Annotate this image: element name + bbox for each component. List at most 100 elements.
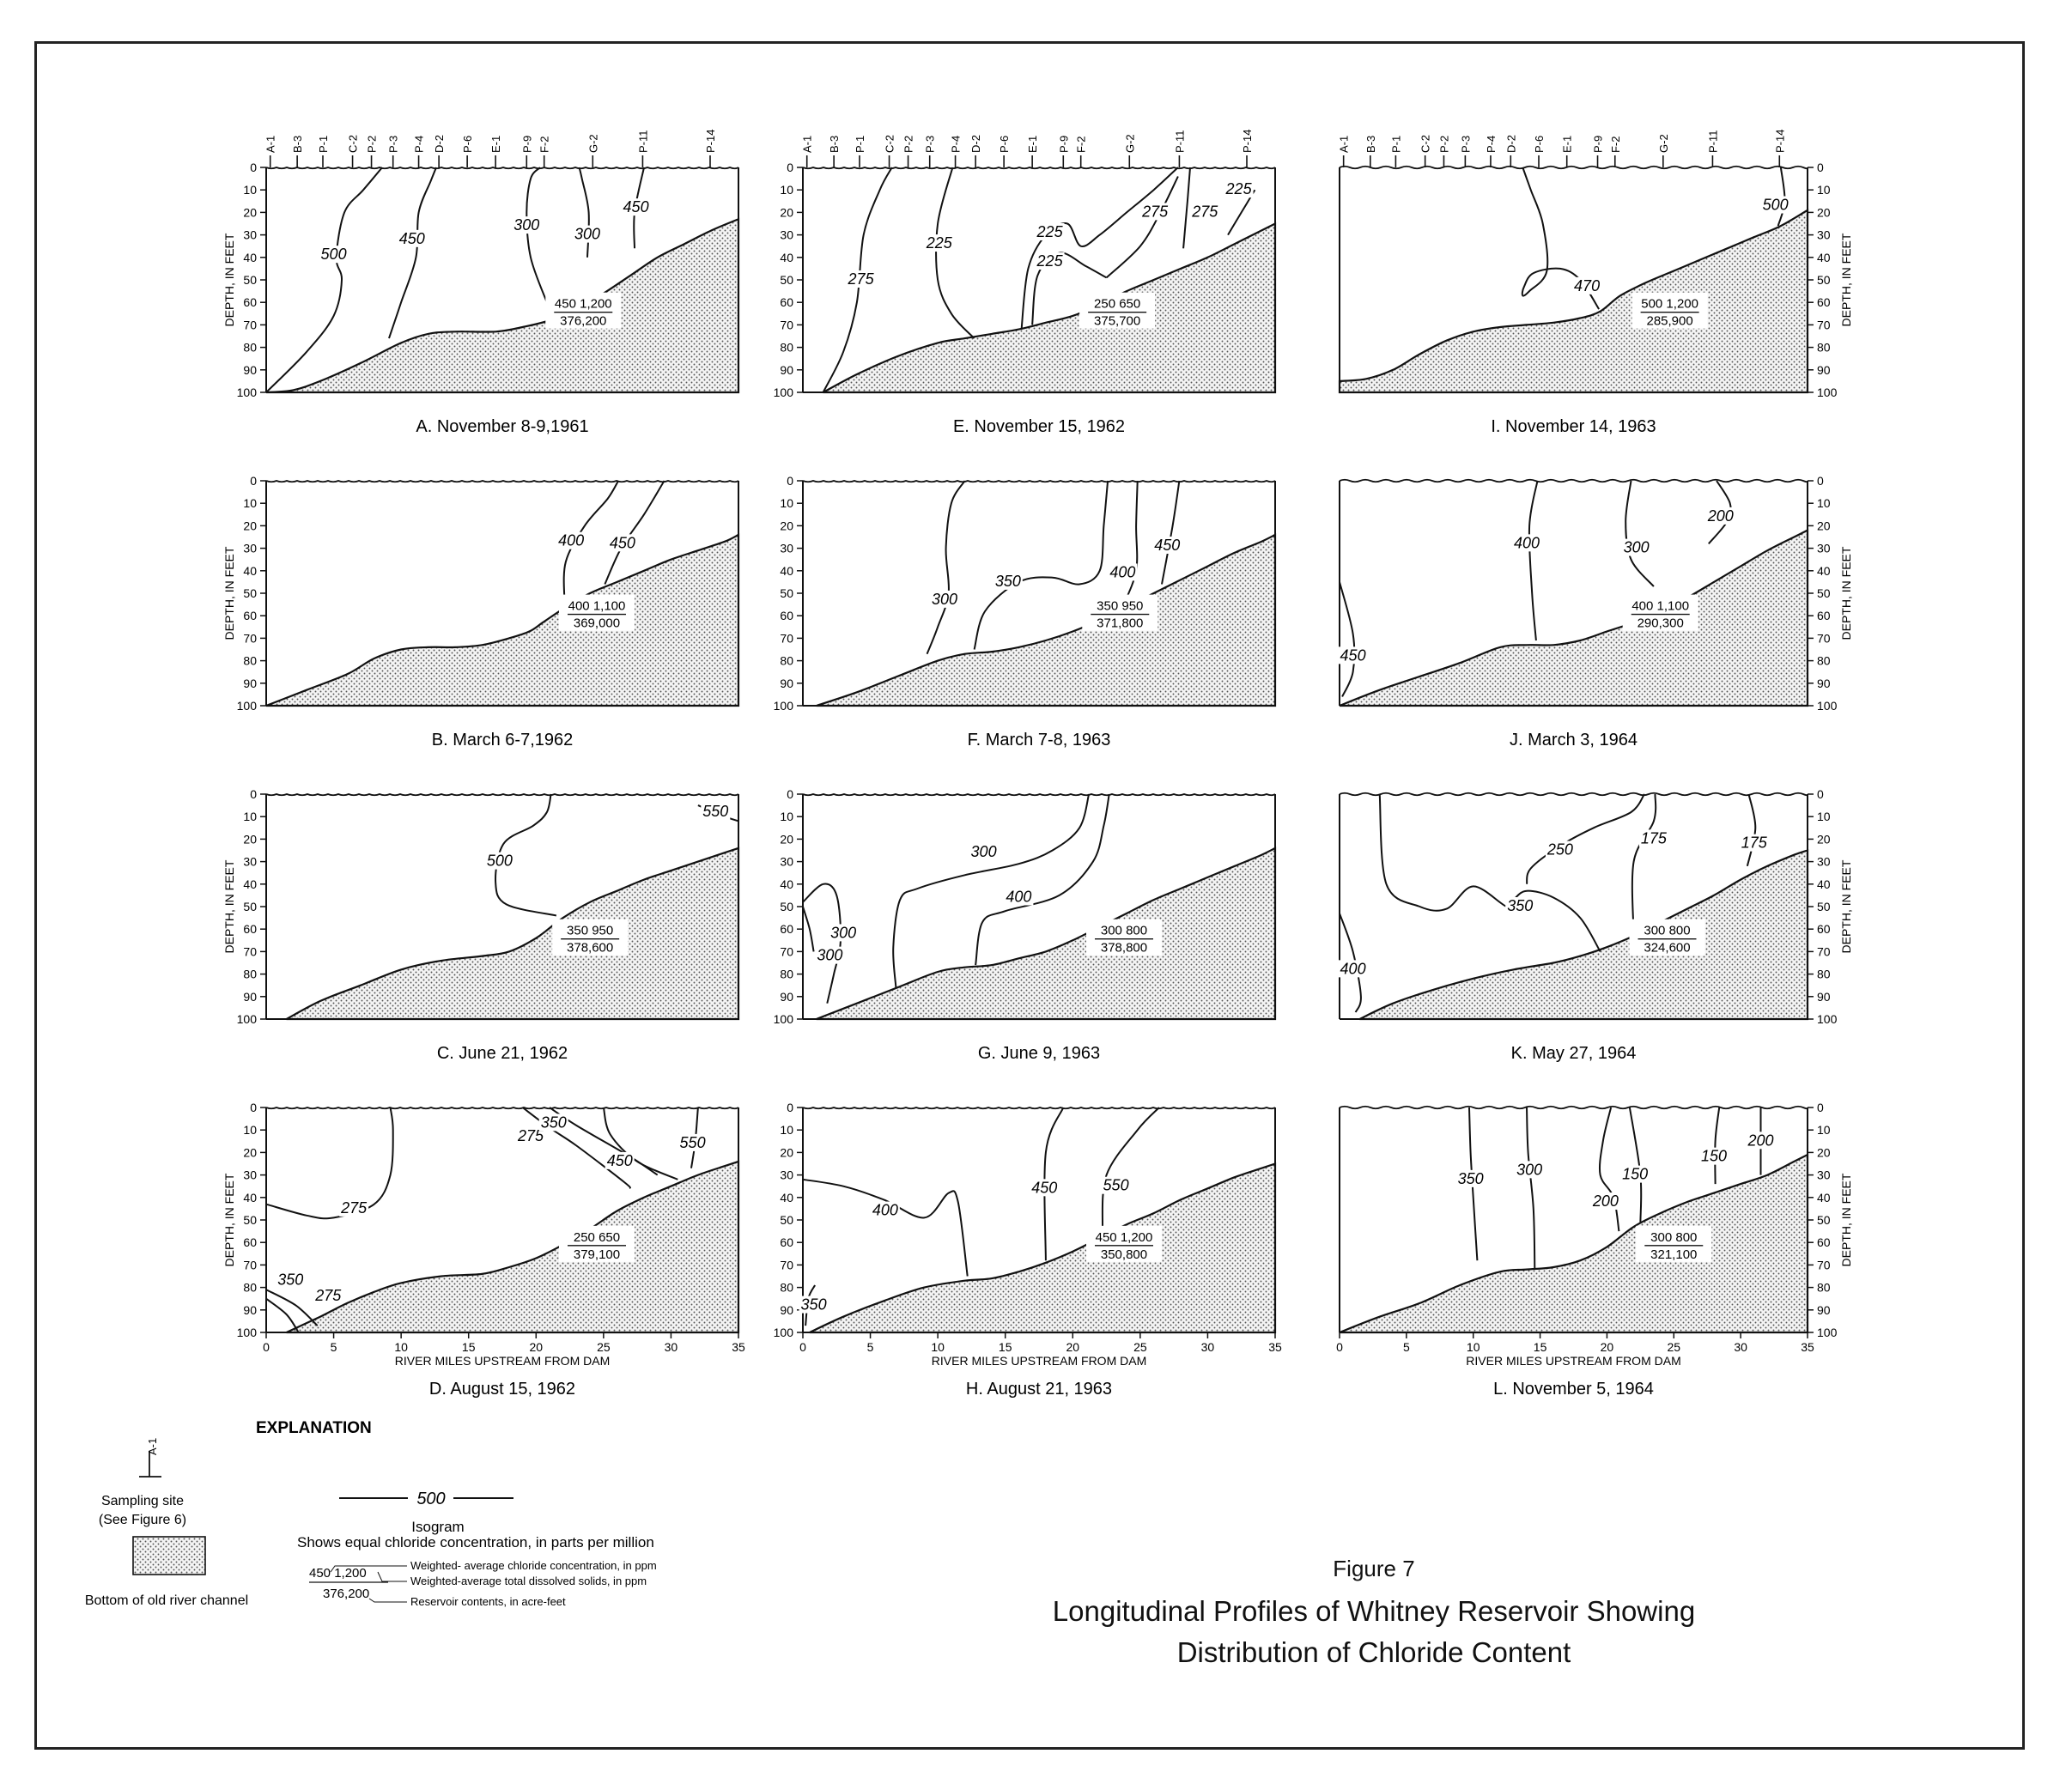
isogram-line <box>388 167 437 339</box>
y-tick-label: 10 <box>1817 183 1831 197</box>
y-tick-label: 60 <box>1817 295 1831 309</box>
x-axis-label: RIVER MILES UPSTREAM FROM DAM <box>1466 1354 1680 1368</box>
y-tick-label: 30 <box>1817 228 1831 242</box>
panel-k: 0 10 20 30 40 50 60 70 80 90 100 DEPTH, IN FEET 400 3… <box>1338 787 1853 1063</box>
isogram-label-mask <box>1140 203 1170 221</box>
isogram-label-mask <box>1705 507 1735 525</box>
isogram-label-mask <box>924 234 954 252</box>
isogram-label: 200 <box>1707 507 1734 525</box>
panel-caption: C. June 21, 1962 <box>437 1044 568 1063</box>
x-tick-label: 10 <box>931 1340 945 1354</box>
y-tick-label: 100 <box>1817 699 1838 713</box>
legend-box-contents: 376,200 <box>323 1587 369 1601</box>
y-tick-label: 50 <box>243 1213 257 1227</box>
y-tick-label: 20 <box>243 1145 257 1159</box>
y-tick-label: 80 <box>1817 1281 1831 1295</box>
x-tick-label: 15 <box>462 1340 476 1354</box>
isogram-label-mask <box>556 531 586 549</box>
panel-value-box <box>1086 1225 1162 1262</box>
explanation-heading: EXPLANATION <box>256 1419 372 1437</box>
panel-a: 0 10 20 30 40 50 60 70 80 90 100 DEPTH, IN FEET A-1 B… <box>222 130 740 436</box>
isogram-label: 450 <box>623 198 649 215</box>
water-surface <box>802 480 1276 483</box>
y-tick-label: 10 <box>1817 1123 1831 1137</box>
y-tick-label: 40 <box>1817 251 1831 264</box>
panel-value-box <box>1086 919 1162 956</box>
y-axis-label: DEPTH, IN FEET <box>1839 546 1853 640</box>
y-tick-label: 20 <box>780 832 793 846</box>
isogram-label-mask <box>1590 1192 1620 1211</box>
box-chloride-tds: 350 950 <box>1097 599 1143 614</box>
panel-j: 0 10 20 30 40 50 60 70 80 90 100 DEPTH, IN FEET 450 4… <box>1338 474 1853 749</box>
y-tick-label: 30 <box>243 855 257 869</box>
figure-number: Figure 7 <box>1333 1556 1415 1581</box>
water-surface <box>1339 478 1809 483</box>
x-tick-label: 10 <box>394 1340 408 1354</box>
river-channel-bottom <box>809 1162 1277 1334</box>
isogram-line <box>1161 480 1181 585</box>
sampling-site-label: E-1 <box>1561 136 1574 153</box>
isogram-label: 400 <box>1109 563 1135 580</box>
isogram-label-mask <box>846 270 876 288</box>
isogram-label-mask <box>1030 1179 1060 1197</box>
y-tick-label: 70 <box>1817 318 1831 331</box>
y-axis-label: DEPTH, IN FEET <box>222 546 236 640</box>
x-tick-label: 10 <box>1467 1340 1480 1354</box>
y-tick-label: 40 <box>243 251 257 264</box>
y-tick-label: 90 <box>780 677 793 690</box>
x-tick-label: 30 <box>1201 1340 1215 1354</box>
isogram-label-mask <box>339 1198 369 1217</box>
sampling-site-label: P-1 <box>854 136 866 153</box>
x-tick-label: 5 <box>867 1340 874 1354</box>
box-chloride-tds: 400 1,100 <box>568 599 626 614</box>
isogram-label: 400 <box>872 1202 898 1219</box>
isogram-label: 200 <box>1592 1192 1619 1210</box>
isogram-label-mask <box>1746 1132 1776 1150</box>
panel-caption: D. August 15, 1962 <box>429 1380 575 1399</box>
isogram-label-mask <box>512 216 542 234</box>
water-surface <box>802 1107 1276 1110</box>
sampling-site-label: P-1 <box>1389 136 1402 153</box>
y-tick-label: 60 <box>243 295 257 309</box>
legend-channel-swatch <box>132 1536 206 1575</box>
legend-tds-description: Weighted-average total dissolved solids,… <box>410 1575 647 1587</box>
isogram-label-mask <box>1152 536 1182 554</box>
isogram-line <box>1043 1107 1065 1261</box>
isogram-line <box>1521 167 1600 310</box>
y-tick-label: 0 <box>1817 1101 1824 1114</box>
y-tick-label: 100 <box>237 1326 258 1339</box>
sampling-site-label: P-1 <box>317 136 330 153</box>
box-chloride-tds: 300 800 <box>1644 924 1690 938</box>
isogram-label: 225 <box>1036 252 1064 270</box>
y-tick-label: 50 <box>1817 273 1831 287</box>
isogram-label: 175 <box>1741 834 1768 852</box>
y-tick-label: 50 <box>243 273 257 287</box>
y-tick-label: 80 <box>780 968 793 981</box>
sampling-site-label: F-2 <box>1609 137 1622 154</box>
y-tick-label: 30 <box>780 228 793 242</box>
isogram-label-mask <box>1108 563 1138 581</box>
x-tick-label: 5 <box>331 1340 337 1354</box>
box-reservoir-contents: 321,100 <box>1650 1247 1697 1262</box>
y-tick-label: 40 <box>1817 877 1831 891</box>
y-tick-label: 20 <box>1817 1145 1831 1159</box>
y-tick-label: 0 <box>787 787 793 801</box>
isogram-label-mask <box>1224 180 1254 198</box>
sampling-site-label: P-2 <box>1437 136 1450 153</box>
isogram-line <box>802 1178 969 1277</box>
y-tick-label: 0 <box>250 161 257 174</box>
river-channel-bottom <box>286 847 740 1021</box>
isogram-label-mask <box>1004 888 1034 906</box>
y-tick-label: 60 <box>243 1235 257 1249</box>
legend-site-caption: Sampling site <box>101 1494 184 1508</box>
water-surface <box>802 793 1276 797</box>
isogram-label-mask <box>701 802 731 820</box>
isogram-line <box>1020 167 1179 330</box>
y-tick-label: 60 <box>1817 1235 1831 1249</box>
isogram-label-mask <box>1505 897 1535 914</box>
box-reservoir-contents: 350,800 <box>1101 1247 1147 1262</box>
sampling-site-label: C-2 <box>1419 135 1432 153</box>
panel-value-box <box>1631 292 1708 329</box>
isogram-line <box>1121 480 1139 608</box>
isogram-line <box>973 480 1109 650</box>
